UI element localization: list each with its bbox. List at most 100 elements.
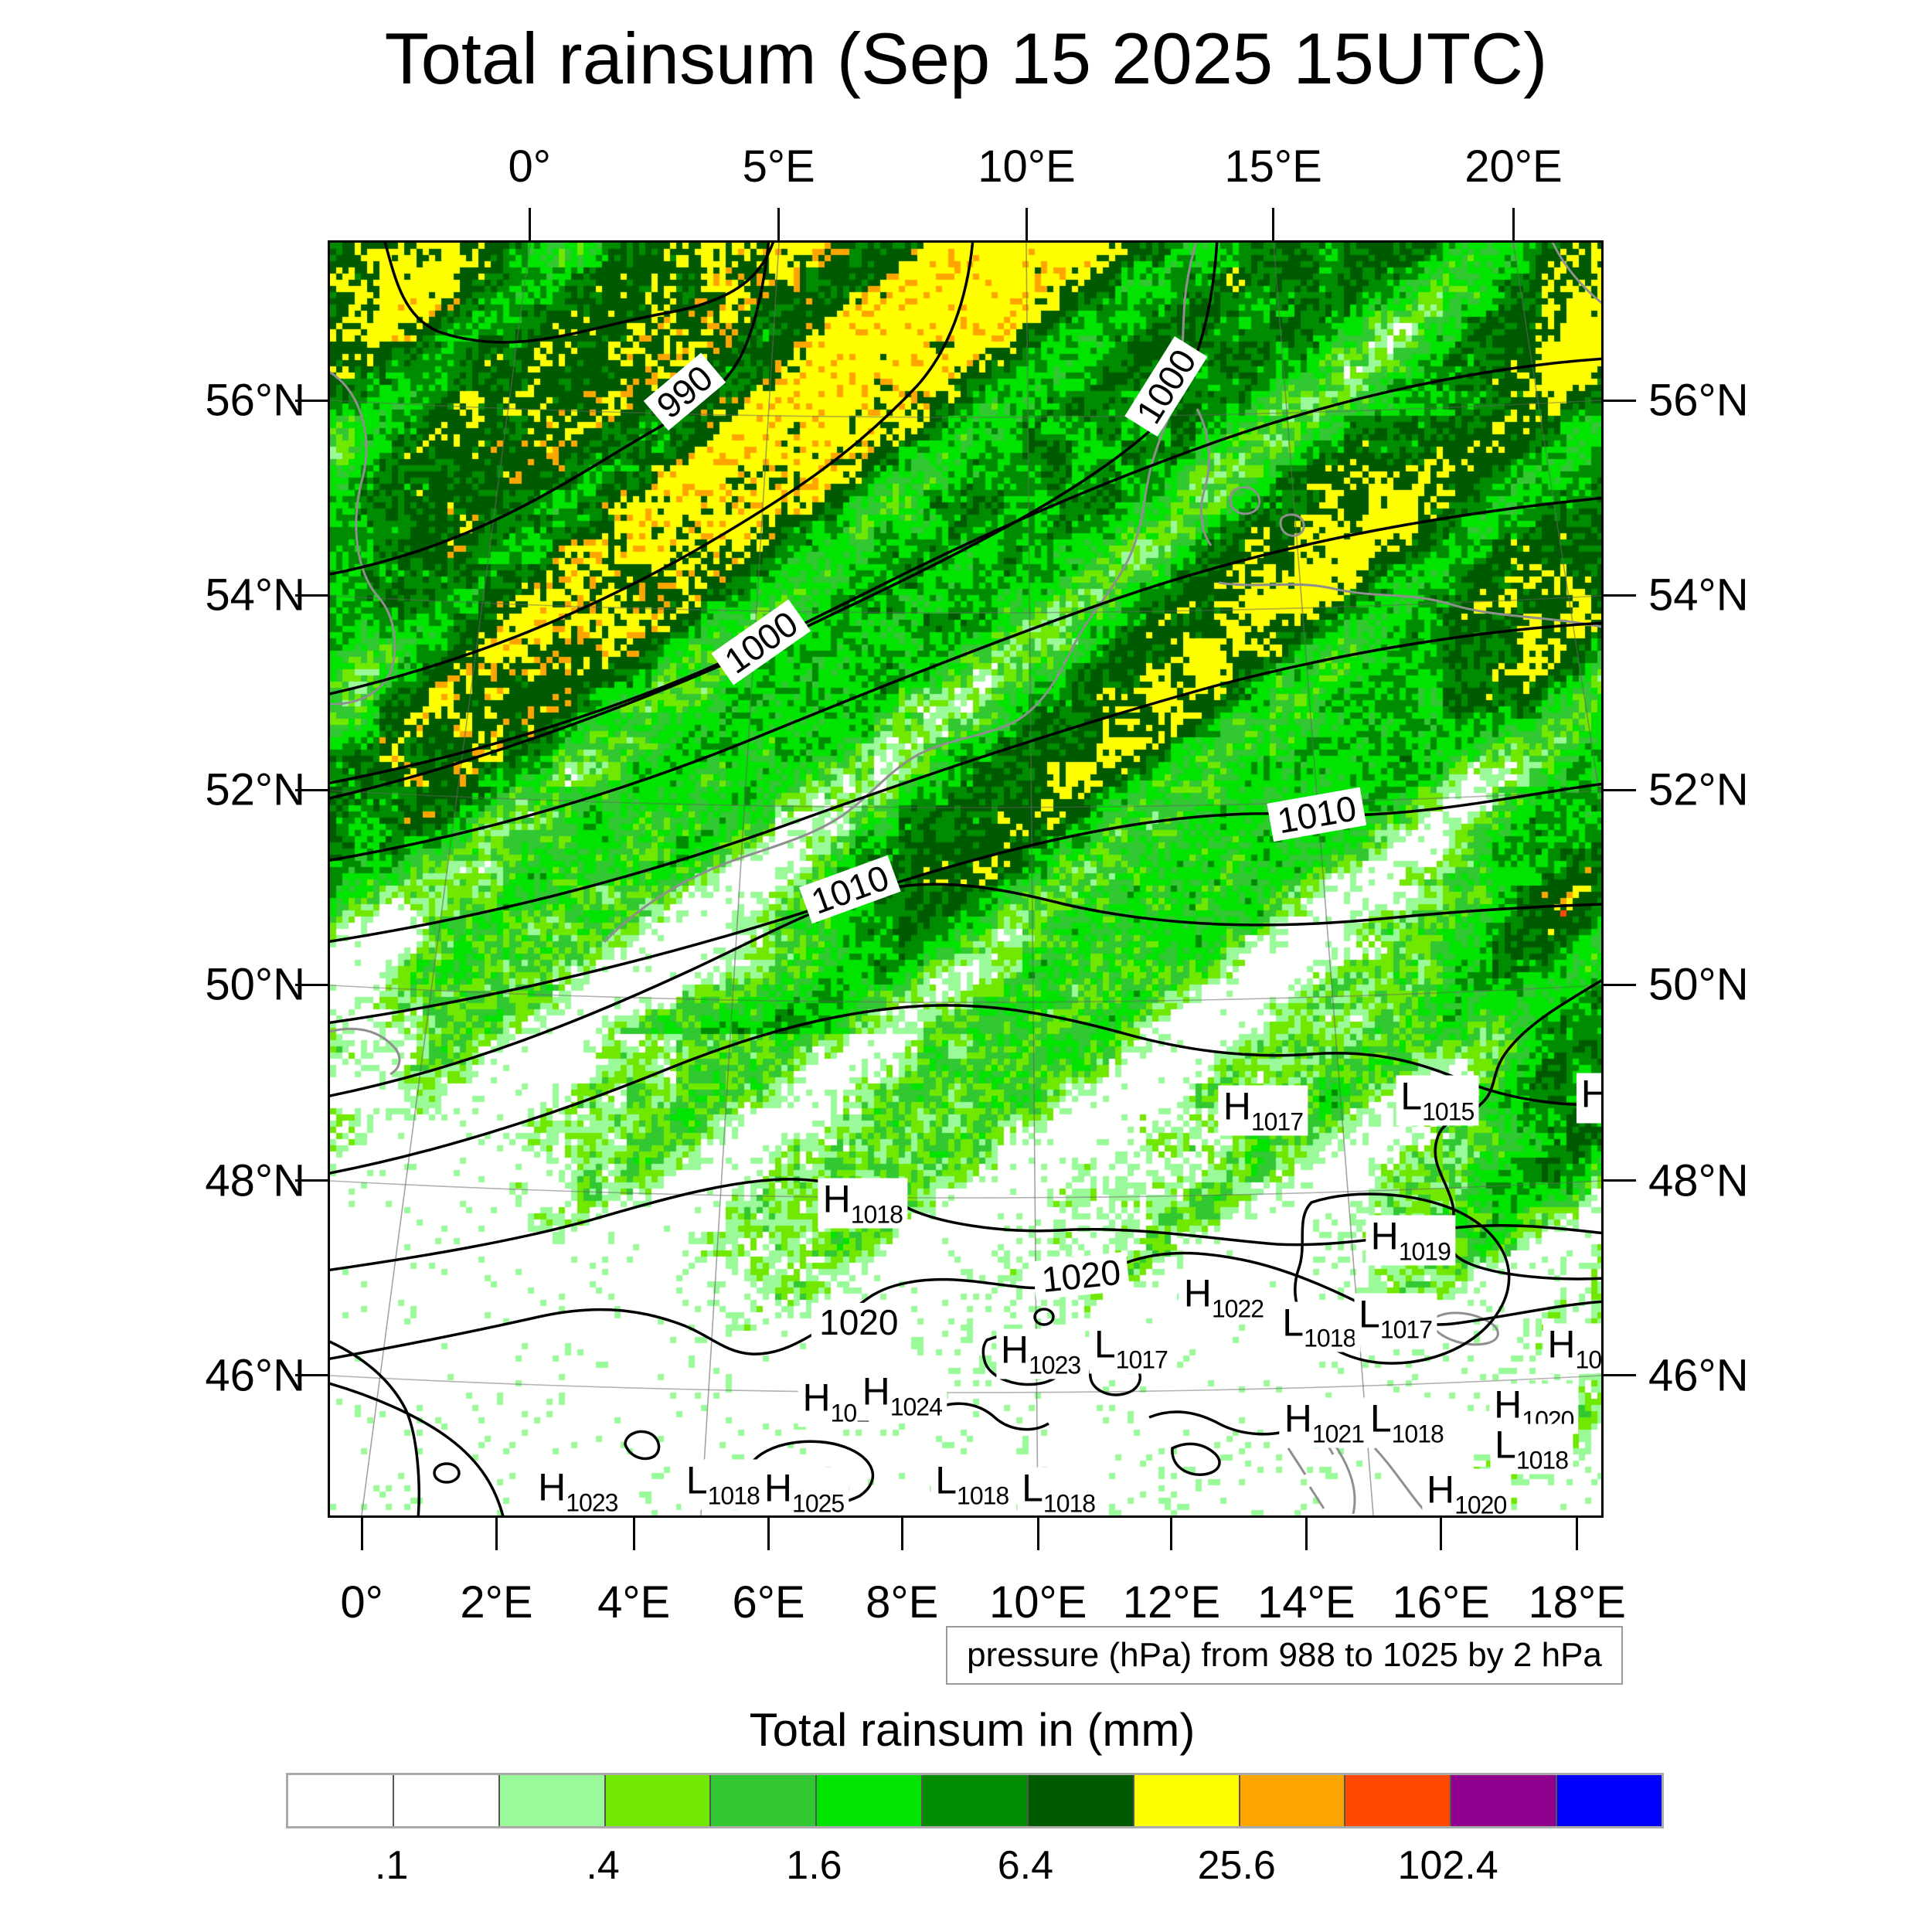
bottom-axis-tick <box>360 1518 363 1550</box>
pressure-center-h: H <box>1576 1073 1601 1124</box>
graticule-parallel <box>330 1375 1601 1393</box>
coastline <box>1329 1438 1356 1515</box>
bottom-axis-tick <box>495 1518 498 1550</box>
pressure-center-l: L1017 <box>1354 1293 1437 1344</box>
top-axis-tick <box>528 208 531 240</box>
top-axis-label: 20°E <box>1464 141 1563 192</box>
graticule-meridian <box>700 243 780 1515</box>
pressure-contour <box>330 243 975 696</box>
bottom-axis-label: 2°E <box>460 1577 533 1628</box>
legend-cell <box>1028 1775 1134 1826</box>
right-axis-label: 48°N <box>1648 1155 1749 1206</box>
pressure-contour <box>330 357 1601 784</box>
right-axis-label: 46°N <box>1648 1350 1749 1401</box>
pressure-center-l: L1017 <box>1089 1323 1172 1374</box>
coastline <box>1218 581 1601 628</box>
coastline <box>1196 408 1213 546</box>
pressure-center-l: L1018 <box>1017 1467 1100 1515</box>
coastline <box>603 243 1198 944</box>
coastline <box>1279 513 1305 537</box>
pressure-contour <box>330 883 1601 1097</box>
legend-cell <box>1240 1775 1346 1826</box>
top-axis-label: 10°E <box>978 141 1076 192</box>
right-axis-label: 52°N <box>1648 764 1749 815</box>
right-axis-label: 50°N <box>1648 959 1749 1010</box>
top-axis-tick <box>1272 208 1275 240</box>
bottom-axis-label: 10°E <box>989 1577 1087 1628</box>
pressure-center-l: L1018 <box>681 1459 764 1510</box>
bottom-axis-tick <box>767 1518 770 1550</box>
bottom-axis-tick <box>632 1518 635 1550</box>
pressure-center-h: H1025 <box>759 1467 849 1515</box>
left-axis-tick <box>295 399 328 402</box>
legend-boundary-label: 102.4 <box>1397 1843 1498 1888</box>
left-axis-label: 48°N <box>205 1155 305 1206</box>
legend-boundary-label: 6.4 <box>997 1843 1053 1888</box>
legend-cell <box>288 1775 394 1826</box>
pressure-contour <box>330 1004 1601 1175</box>
pressure-contour <box>383 243 775 344</box>
right-axis-tick <box>1604 788 1636 791</box>
left-axis-tick <box>295 1179 328 1182</box>
bottom-axis-label: 12°E <box>1122 1577 1221 1628</box>
coastline <box>1551 243 1601 304</box>
pressure-center-h: H1020 <box>1421 1468 1512 1515</box>
graticule-meridian <box>361 243 531 1515</box>
top-axis-tick <box>777 208 781 240</box>
graticule-parallel <box>330 985 1601 1003</box>
bottom-axis-tick <box>1036 1518 1039 1550</box>
legend-boundary-label: 25.6 <box>1197 1843 1276 1888</box>
bottom-axis-tick <box>1440 1518 1443 1550</box>
left-axis-label: 56°N <box>205 375 305 426</box>
graticule-meridian <box>1512 243 1601 809</box>
pressure-contour <box>330 496 1601 862</box>
legend-boundary-label: .4 <box>586 1843 620 1888</box>
right-axis-tick <box>1604 594 1636 597</box>
pressure-contour <box>433 1462 461 1484</box>
right-axis-tick <box>1604 1374 1636 1377</box>
legend-cell <box>605 1775 712 1826</box>
top-axis-tick <box>1025 208 1028 240</box>
pressure-contour <box>1171 1442 1221 1476</box>
bottom-axis-label: 6°E <box>732 1577 805 1628</box>
legend-boundary-label: 1.6 <box>786 1843 842 1888</box>
pressure-center-h: H1022 <box>1179 1272 1269 1323</box>
pressure-contour <box>330 782 1601 1025</box>
right-axis-tick <box>1604 1179 1636 1182</box>
bottom-axis-label: 0° <box>340 1577 383 1628</box>
pressure-center-l: L1015 <box>1396 1075 1479 1126</box>
legend-cell <box>817 1775 923 1826</box>
left-axis-tick <box>295 594 328 597</box>
pressure-center-h: H1017 <box>1218 1085 1308 1136</box>
left-axis-label: 52°N <box>205 764 305 815</box>
pressure-center-h: H101 <box>1543 1323 1601 1374</box>
pressure-center-l: L1018 <box>1277 1301 1361 1352</box>
pressure-center-l: L1018 <box>1365 1397 1448 1448</box>
bottom-axis-label: 16°E <box>1392 1577 1490 1628</box>
bottom-axis-label: 14°E <box>1257 1577 1355 1628</box>
pressure-center-h: H1023 <box>995 1328 1086 1379</box>
pressure-contour <box>330 243 770 576</box>
pressure-center-l: L1018 <box>1490 1423 1573 1475</box>
right-axis-label: 56°N <box>1648 375 1749 426</box>
graticule-parallel <box>330 1180 1601 1199</box>
pressure-contour <box>1148 1410 1297 1436</box>
pressure-center-h: H1024 <box>857 1370 947 1421</box>
coastline <box>330 1027 401 1076</box>
legend-colorbar <box>286 1773 1664 1828</box>
bottom-axis-tick <box>900 1518 903 1550</box>
top-axis-tick <box>1512 208 1515 240</box>
top-axis-label: 0° <box>508 141 551 192</box>
left-axis-tick <box>295 788 328 791</box>
top-axis-label: 15°E <box>1224 141 1322 192</box>
contour-value-label: 1020 <box>811 1302 906 1342</box>
legend-boundary-label: .1 <box>375 1843 409 1888</box>
pressure-center-h: H1023 <box>533 1466 623 1515</box>
right-axis-tick <box>1604 983 1636 986</box>
graticule-parallel <box>330 400 1601 418</box>
bottom-axis-label: 18°E <box>1528 1577 1626 1628</box>
bottom-axis-tick <box>1576 1518 1579 1550</box>
graticule-parallel <box>330 595 1601 614</box>
legend-cell <box>1451 1775 1558 1826</box>
